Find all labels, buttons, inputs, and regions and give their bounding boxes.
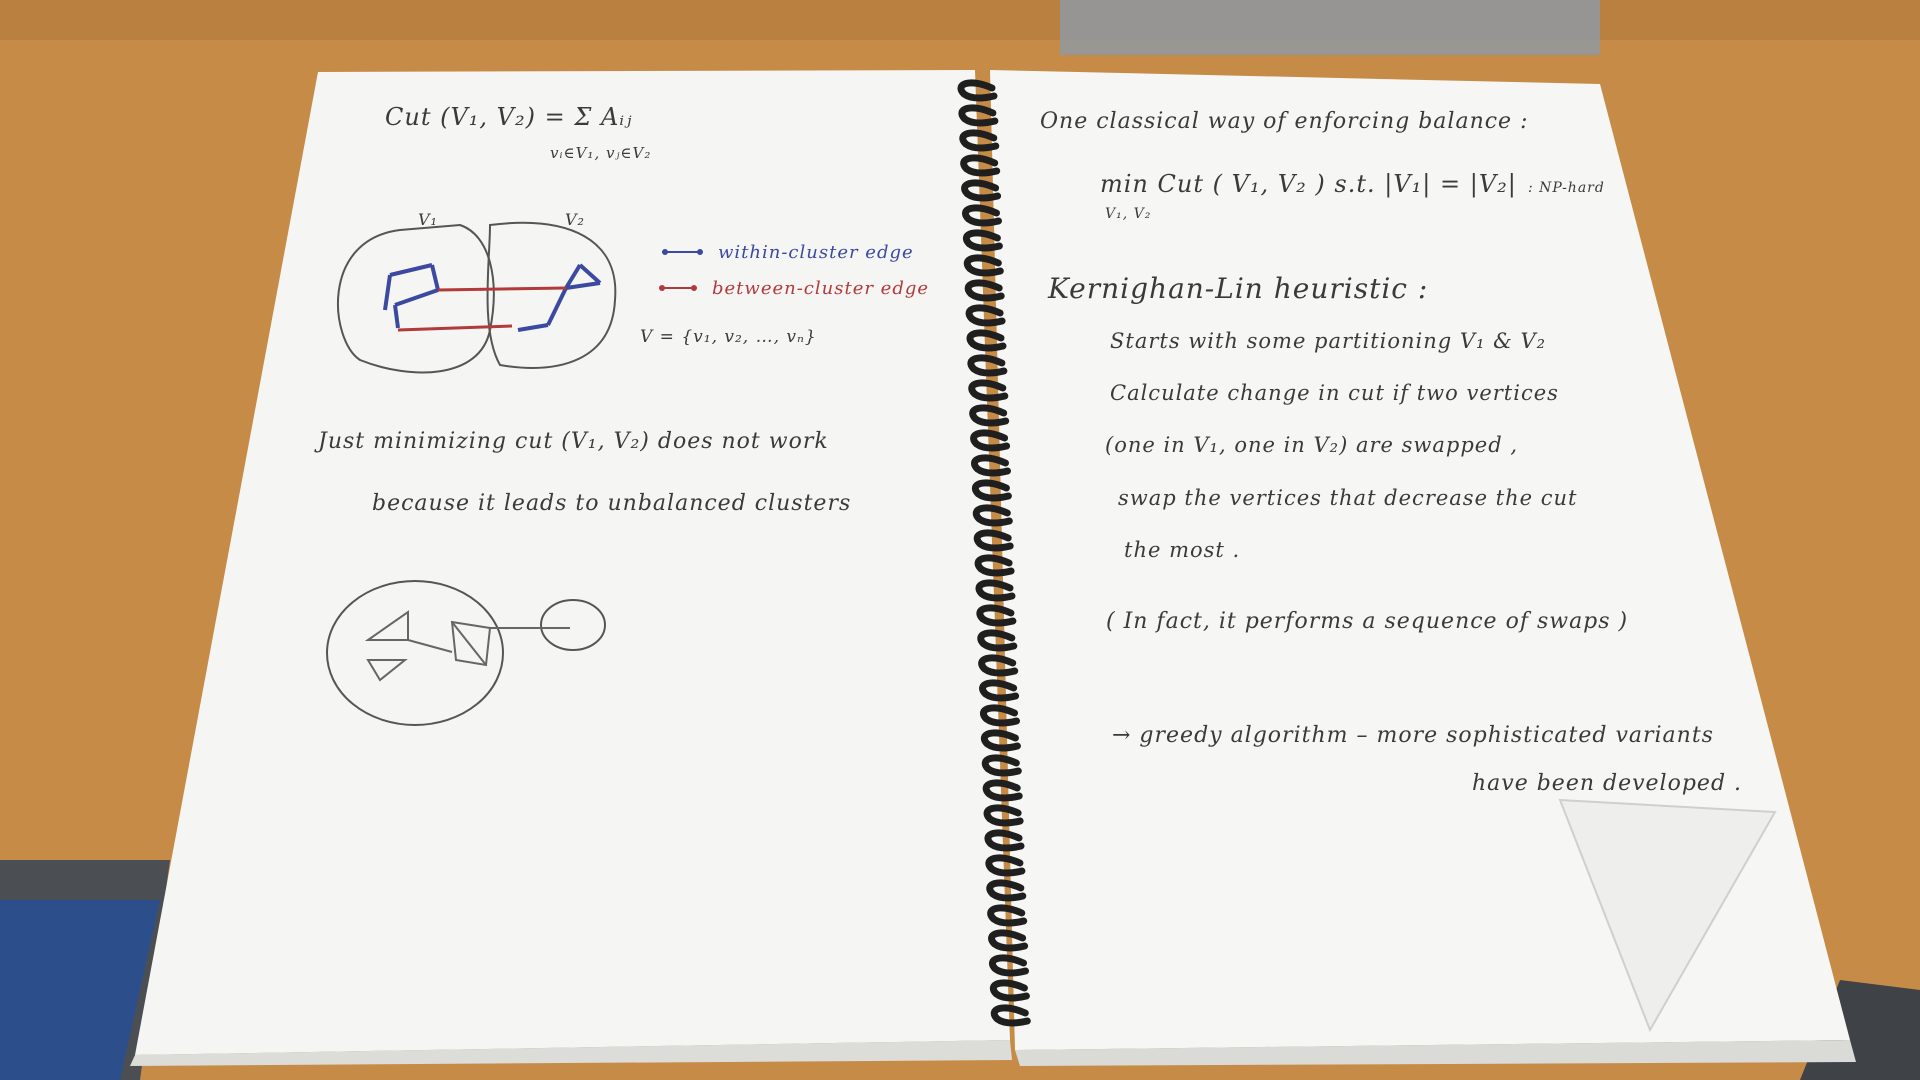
- spiral-loop: [967, 354, 1008, 377]
- spiral-loop: [982, 779, 1023, 802]
- cluster-v2-outline: [486, 221, 617, 369]
- legend-within-label: within-cluster edge: [718, 242, 914, 263]
- right-page-edge: [1015, 1040, 1856, 1066]
- kl-step-2: Calculate change in cut if two vertices: [1110, 381, 1559, 405]
- spiral-loop: [978, 654, 1019, 677]
- vertex-set: V = {v₁, v₂, …, vₙ}: [640, 327, 817, 347]
- note-line-2: because it leads to unbalanced clusters: [372, 491, 851, 516]
- spiral-loop: [972, 504, 1013, 527]
- spiral-loop: [971, 479, 1012, 502]
- tube-object: [1060, 0, 1600, 55]
- spiral-loop: [987, 904, 1028, 927]
- legend-between-label: between-cluster edge: [712, 278, 929, 299]
- spiral-loop: [980, 729, 1021, 752]
- greedy-line-2: have been developed .: [1472, 771, 1742, 796]
- legend: within-cluster edge between-cluster edge…: [640, 242, 929, 347]
- spiral-loop: [963, 254, 1004, 277]
- between-edges: [397, 286, 567, 332]
- within-edges-v1: [383, 263, 440, 329]
- np-hard-tag: : NP-hard: [1528, 180, 1605, 196]
- kl-step-5: the most .: [1124, 538, 1240, 562]
- left-page: [135, 70, 1010, 1055]
- min-cut-subscript: V₁, V₂: [1105, 206, 1151, 222]
- spiral-loop: [990, 1004, 1031, 1027]
- cluster-v1-label: V₁: [418, 210, 438, 229]
- kl-step-4: swap the vertices that decrease the cut: [1118, 486, 1577, 510]
- kl-step-1: Starts with some partitioning V₁ & V₂: [1110, 329, 1546, 353]
- spiral-loop: [962, 229, 1003, 252]
- spiral-loop: [975, 579, 1016, 602]
- cluster-v1-outline: [337, 223, 495, 374]
- left-page-edge: [130, 1040, 1012, 1066]
- cluster-v2-label: V₂: [565, 210, 585, 229]
- spiral-loop: [957, 79, 998, 102]
- spiral-loop: [977, 629, 1018, 652]
- spiral-loop: [989, 979, 1030, 1002]
- cut-definition-subscript: vᵢ∈V₁, vⱼ∈V₂: [550, 144, 651, 162]
- desk-grain: [0, 0, 1920, 40]
- spiral-loop: [988, 929, 1029, 952]
- spiral-loop: [989, 954, 1029, 977]
- small-cluster-outline: [540, 599, 606, 651]
- note-line-1: Just minimizing cut (V₁, V₂) does not wo…: [314, 429, 829, 454]
- spiral-loop: [981, 754, 1022, 777]
- spiral-loop: [985, 854, 1026, 877]
- spiral-loop: [968, 379, 1009, 402]
- spiral-loop: [970, 429, 1011, 452]
- spiral-binding: [957, 79, 1031, 1027]
- greedy-line-1: → greedy algorithm – more sophisticated …: [1112, 723, 1714, 748]
- spiral-loop: [960, 154, 1001, 177]
- spiral-loop: [973, 529, 1014, 552]
- cut-definition: Cut (V₁, V₂) = Σ Aᵢⱼ: [385, 103, 632, 131]
- unbalanced-diagram: [326, 580, 606, 726]
- kl-heading: Kernighan-Lin heuristic :: [1047, 272, 1428, 305]
- spiral-loop: [958, 104, 999, 127]
- spiral-loop: [959, 129, 1000, 152]
- spiral-loop: [971, 454, 1011, 477]
- blue-cloth: [0, 900, 160, 1080]
- spiral-loop: [986, 879, 1027, 902]
- large-cluster-outline: [326, 580, 504, 726]
- spiral-loop: [966, 329, 1007, 352]
- min-cut-constraint: min Cut ( V₁, V₂ ) s.t. |V₁| = |V₂|: [1100, 170, 1517, 199]
- within-edges-v2: [517, 263, 602, 332]
- spiral-loop: [969, 404, 1010, 427]
- kl-step-3: (one in V₁, one in V₂) are swapped ,: [1105, 433, 1518, 457]
- spiral-loop: [962, 204, 1002, 227]
- spiral-loop: [976, 604, 1017, 627]
- cluster-diagram: V₁ V₂: [337, 210, 617, 374]
- spiral-loop: [964, 279, 1005, 302]
- spiral-loop: [984, 829, 1025, 852]
- spiral-loop: [979, 679, 1020, 702]
- folded-corner: [1558, 798, 1777, 1033]
- kl-fact: ( In fact, it performs a sequence of swa…: [1106, 609, 1628, 634]
- spiral-loop: [965, 304, 1006, 327]
- balance-intro: One classical way of enforcing balance :: [1040, 109, 1529, 134]
- spiral-loop: [980, 704, 1020, 727]
- spiral-loop: [983, 804, 1024, 827]
- spiral-loop: [961, 179, 1002, 202]
- spiral-loop: [974, 554, 1015, 577]
